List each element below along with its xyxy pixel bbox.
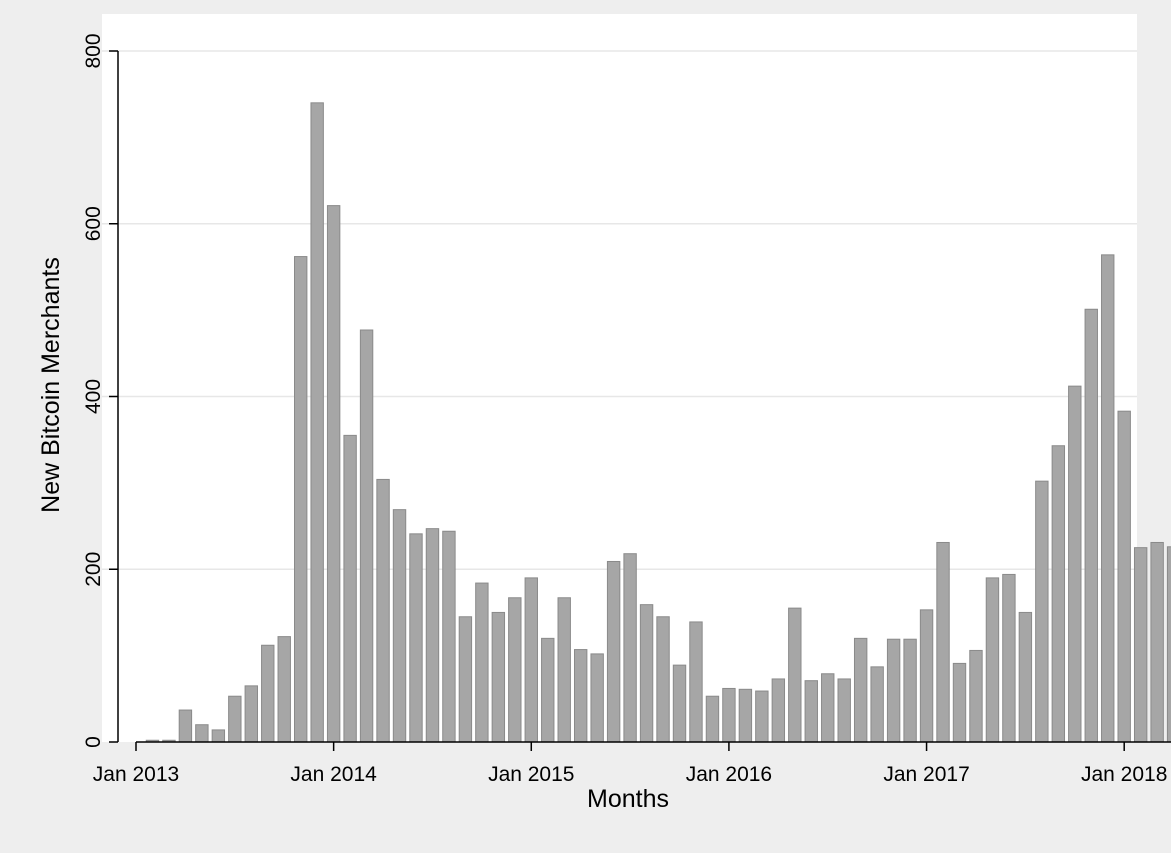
bar-2016-11: [886, 638, 901, 743]
bar-2016-04: [771, 678, 786, 743]
bar-2015-03: [557, 597, 571, 743]
bar-2017-06: [1002, 573, 1016, 743]
x-tick-label: Jan 2017: [883, 763, 969, 786]
bar-2016-10: [870, 666, 884, 743]
bar-2014-08: [442, 530, 456, 743]
y-tick-label: 800: [82, 33, 105, 68]
x-tick-label: Jan 2018: [1081, 763, 1167, 786]
bar-2014-09: [458, 616, 473, 743]
bars: [145, 102, 1171, 743]
bar-2017-09: [1051, 445, 1066, 743]
bar-2017-12: [1101, 254, 1115, 743]
bar-2014-12: [508, 597, 522, 743]
bar-2016-01: [722, 687, 736, 743]
x-tick-label: Jan 2015: [488, 763, 574, 786]
bar-2017-02: [936, 541, 950, 743]
x-tick-label: Jan 2016: [686, 763, 772, 786]
y-tick-label: 600: [82, 206, 105, 241]
bar-2015-08: [639, 604, 654, 743]
bar-2014-03: [359, 329, 374, 743]
x-axis-title: Months: [587, 785, 669, 813]
bar-2015-12: [705, 695, 720, 743]
y-axis-title: New Bitcoin Merchants: [37, 257, 65, 513]
bar-2015-05: [590, 653, 604, 743]
bar-2016-02: [738, 688, 753, 743]
bar-2013-08: [244, 685, 258, 743]
bar-2016-06: [804, 680, 818, 743]
bar-2015-10: [672, 664, 687, 743]
bar-2014-04: [376, 478, 390, 743]
bar-2015-06: [606, 560, 621, 743]
bar-2017-01: [919, 609, 934, 743]
bar-2015-02: [541, 637, 555, 743]
bar-2017-11: [1084, 308, 1098, 743]
bar-2016-07: [821, 673, 835, 743]
bar-2013-04: [178, 709, 193, 743]
bar-2017-08: [1035, 480, 1049, 743]
bar-2014-07: [425, 528, 440, 743]
bar-2016-05: [788, 607, 802, 743]
bar-2013-10: [277, 636, 291, 743]
x-tick-label: Jan 2014: [290, 763, 377, 786]
bar-2018-01: [1117, 410, 1131, 743]
bar-2013-07: [228, 695, 242, 743]
bar-2015-07: [623, 553, 637, 743]
bar-2013-05: [195, 724, 209, 743]
bar-2018-03: [1150, 541, 1164, 743]
x-tick-label: Jan 2013: [93, 763, 179, 786]
bar-2013-12: [310, 102, 324, 743]
bar-2015-04: [573, 649, 588, 743]
bar-2016-08: [837, 678, 851, 743]
y-tick-label: 400: [82, 379, 105, 414]
bar-2017-10: [1068, 385, 1082, 743]
bar-2016-12: [903, 638, 917, 743]
y-axis: 0 200 400 600 800: [82, 33, 119, 748]
bar-2014-02: [343, 434, 357, 743]
bar-2013-11: [294, 256, 308, 743]
bar-2018-02: [1133, 547, 1148, 743]
bar-2017-07: [1018, 611, 1033, 743]
x-axis: Jan 2013 Jan 2014 Jan 2015 Jan 2016 Jan 2017…: [93, 741, 1171, 786]
bar-2015-09: [656, 616, 670, 743]
bar-2014-06: [409, 533, 423, 743]
bar-2015-01: [524, 577, 538, 743]
bar-2017-04: [969, 649, 983, 743]
bar-2018-04: [1166, 546, 1171, 743]
bar-2014-10: [475, 582, 489, 743]
bar-2016-09: [853, 637, 868, 743]
bar-2014-01: [326, 205, 341, 743]
y-tick-label: 200: [82, 552, 105, 587]
y-tick-label: 0: [82, 736, 105, 748]
bar-2014-05: [392, 509, 407, 743]
bar-2014-11: [491, 611, 506, 743]
bar-2016-03: [755, 690, 769, 743]
bar-2013-09: [261, 644, 275, 743]
bar-2015-11: [689, 621, 703, 743]
bar-2017-05: [985, 577, 1000, 743]
bar-2017-03: [952, 662, 967, 743]
bar-2013-06: [211, 729, 226, 743]
